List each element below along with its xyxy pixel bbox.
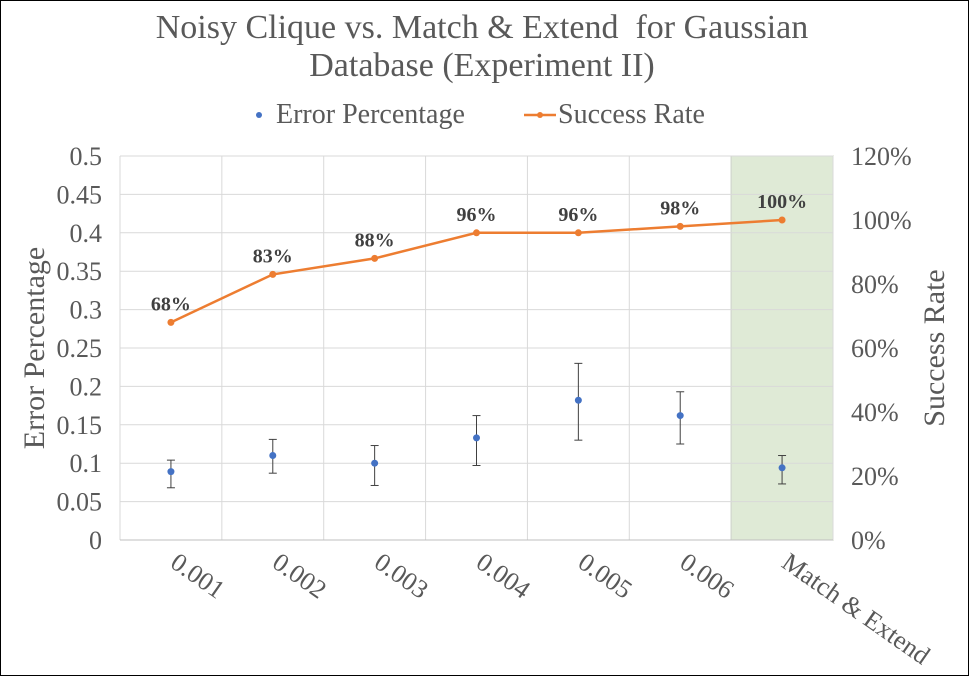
legend-marker-error xyxy=(256,112,262,118)
success-rate-data-label: 83% xyxy=(253,245,293,267)
y-left-tick-label: 0.05 xyxy=(57,488,103,517)
error-point xyxy=(676,412,684,420)
y-left-axis-title: Error Percentage xyxy=(18,247,51,449)
legend-marker-success xyxy=(537,112,543,118)
y-right-tick-label: 40% xyxy=(851,398,899,427)
y-left-tick-label: 0 xyxy=(89,526,102,555)
error-point xyxy=(778,464,786,472)
y-left-tick-label: 0.15 xyxy=(57,411,103,440)
y-left-tick-label: 0.35 xyxy=(57,257,103,286)
success-rate-data-label: 88% xyxy=(355,229,395,251)
legend-label-error: Error Percentage xyxy=(276,99,465,130)
x-tick-label: 0.003 xyxy=(369,547,434,604)
success-rate-point xyxy=(778,216,786,224)
y-right-tick-label: 80% xyxy=(851,270,899,299)
success-rate-point xyxy=(269,270,277,278)
error-point xyxy=(371,459,379,467)
error-point xyxy=(574,396,582,404)
success-rate-point xyxy=(574,229,582,237)
x-tick-label: Match & Extend xyxy=(777,547,936,670)
y-right-tick-label: 20% xyxy=(851,462,899,491)
y-left-tick-label: 0.1 xyxy=(70,449,103,478)
y-left-tick-label: 0.5 xyxy=(70,142,103,171)
y-left-tick-label: 0.4 xyxy=(70,219,103,248)
error-point xyxy=(473,434,480,442)
error-point xyxy=(269,452,277,460)
y-left-tick-label: 0.25 xyxy=(57,334,103,363)
x-tick-label: 0.005 xyxy=(573,547,638,604)
success-rate-data-label: 68% xyxy=(151,293,191,315)
error-point xyxy=(167,468,175,476)
chart-title-line1: Noisy Clique vs. Match & Extend for Gaus… xyxy=(156,9,809,46)
success-rate-point xyxy=(371,254,379,262)
legend-label-success: Success Rate xyxy=(558,99,705,130)
x-tick-label: 0.006 xyxy=(675,547,740,604)
chart-title-line2: Database (Experiment II) xyxy=(309,47,655,84)
legend: Error Percentage Success Rate xyxy=(256,99,705,130)
mark-layer: 68% 83% 88% 96% 96% 98% 100% xyxy=(151,191,807,489)
y-right-tick-label: 100% xyxy=(851,206,912,235)
y-left-tick-label: 0.45 xyxy=(57,180,103,209)
success-rate-data-label: 98% xyxy=(660,197,700,219)
y-right-tick-label: 60% xyxy=(851,334,899,363)
y-left-tick-label: 0.3 xyxy=(70,296,103,325)
y-right-tick-label: 120% xyxy=(851,142,912,171)
x-tick-label: 0.002 xyxy=(267,547,332,604)
x-tick-label: 0.001 xyxy=(165,547,230,604)
x-tick-label: 0.004 xyxy=(471,547,536,604)
success-rate-data-label: 96% xyxy=(457,204,497,226)
success-rate-point xyxy=(676,222,684,230)
success-rate-point xyxy=(167,318,175,326)
success-rate-point xyxy=(473,229,480,237)
success-rate-data-label: 100% xyxy=(757,191,807,213)
y-right-tick-label: 0% xyxy=(851,526,886,555)
y-left-tick-label: 0.2 xyxy=(70,372,103,401)
success-rate-data-label: 96% xyxy=(558,204,598,226)
y-right-axis-title: Success Rate xyxy=(918,269,951,426)
